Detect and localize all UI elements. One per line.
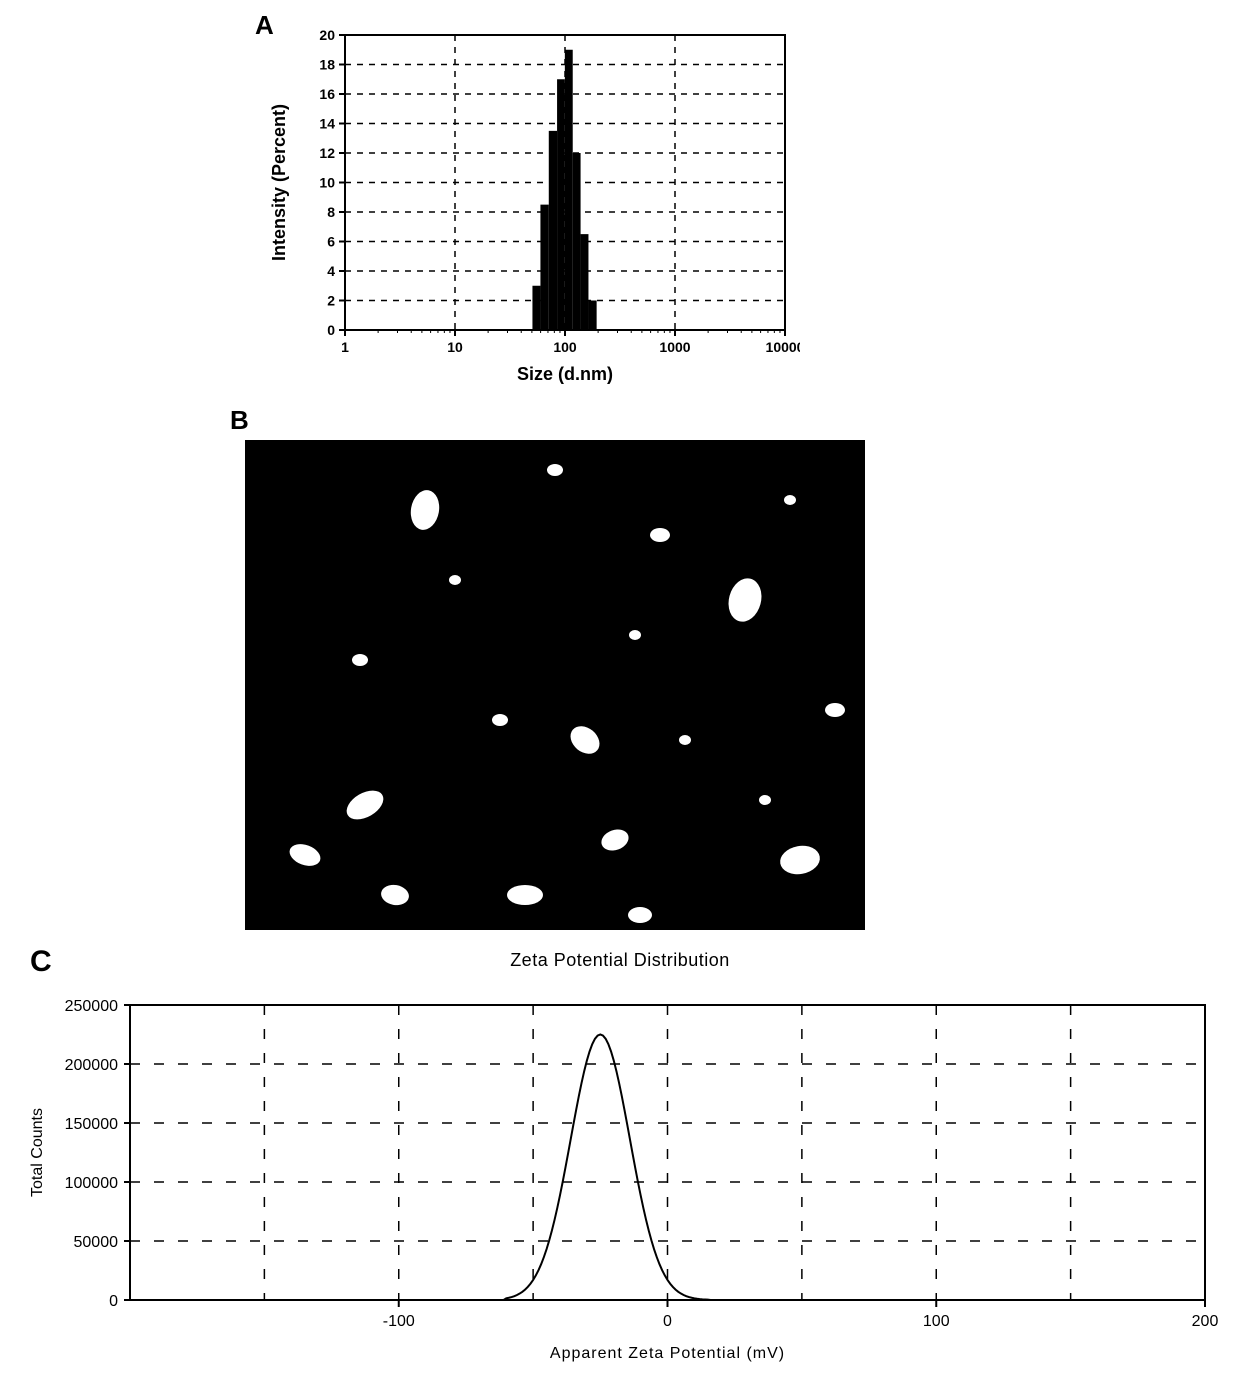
zeta-potential-chart: 0 50000 100000 150000 200000 250000 -100 0 100 20… xyxy=(20,990,1220,1370)
tem-micrograph xyxy=(245,440,865,930)
svg-text:Total Counts: Total Counts xyxy=(29,1108,46,1197)
svg-text:50000: 50000 xyxy=(74,1234,119,1251)
svg-text:2: 2 xyxy=(327,293,335,309)
svg-text:8: 8 xyxy=(327,204,335,220)
svg-text:250000: 250000 xyxy=(65,998,118,1015)
svg-text:200: 200 xyxy=(1192,1313,1219,1330)
svg-text:1000: 1000 xyxy=(659,339,690,355)
svg-text:200000: 200000 xyxy=(65,1057,118,1074)
svg-text:-100: -100 xyxy=(383,1313,415,1330)
svg-text:Intensity (Percent): Intensity (Percent) xyxy=(269,104,289,261)
panel-label-b: B xyxy=(230,405,249,436)
svg-text:100000: 100000 xyxy=(65,1175,118,1192)
svg-text:10000: 10000 xyxy=(766,339,800,355)
panel-label-c: C xyxy=(30,945,52,979)
svg-text:150000: 150000 xyxy=(65,1116,118,1133)
svg-text:4: 4 xyxy=(327,263,335,279)
svg-text:20: 20 xyxy=(319,27,335,43)
svg-text:0: 0 xyxy=(109,1293,118,1310)
svg-text:Apparent Zeta Potential (mV): Apparent Zeta Potential (mV) xyxy=(550,1345,785,1362)
svg-text:0: 0 xyxy=(663,1313,672,1330)
zeta-chart-title: Zeta Potential Distribution xyxy=(0,950,1240,971)
svg-text:100: 100 xyxy=(923,1313,950,1330)
size-distribution-chart: 0 2 4 6 8 10 12 14 16 18 20 1 10 100 1000 10000 Size (d.… xyxy=(260,10,800,390)
svg-text:12: 12 xyxy=(319,145,335,161)
svg-text:14: 14 xyxy=(319,116,335,132)
svg-text:0: 0 xyxy=(327,322,335,338)
svg-text:1: 1 xyxy=(341,339,349,355)
svg-text:10: 10 xyxy=(447,339,463,355)
svg-text:10: 10 xyxy=(319,175,335,191)
svg-text:100: 100 xyxy=(553,339,577,355)
svg-text:16: 16 xyxy=(319,86,335,102)
svg-text:18: 18 xyxy=(319,57,335,73)
svg-text:6: 6 xyxy=(327,234,335,250)
svg-text:Size (d.nm): Size (d.nm) xyxy=(517,364,613,384)
